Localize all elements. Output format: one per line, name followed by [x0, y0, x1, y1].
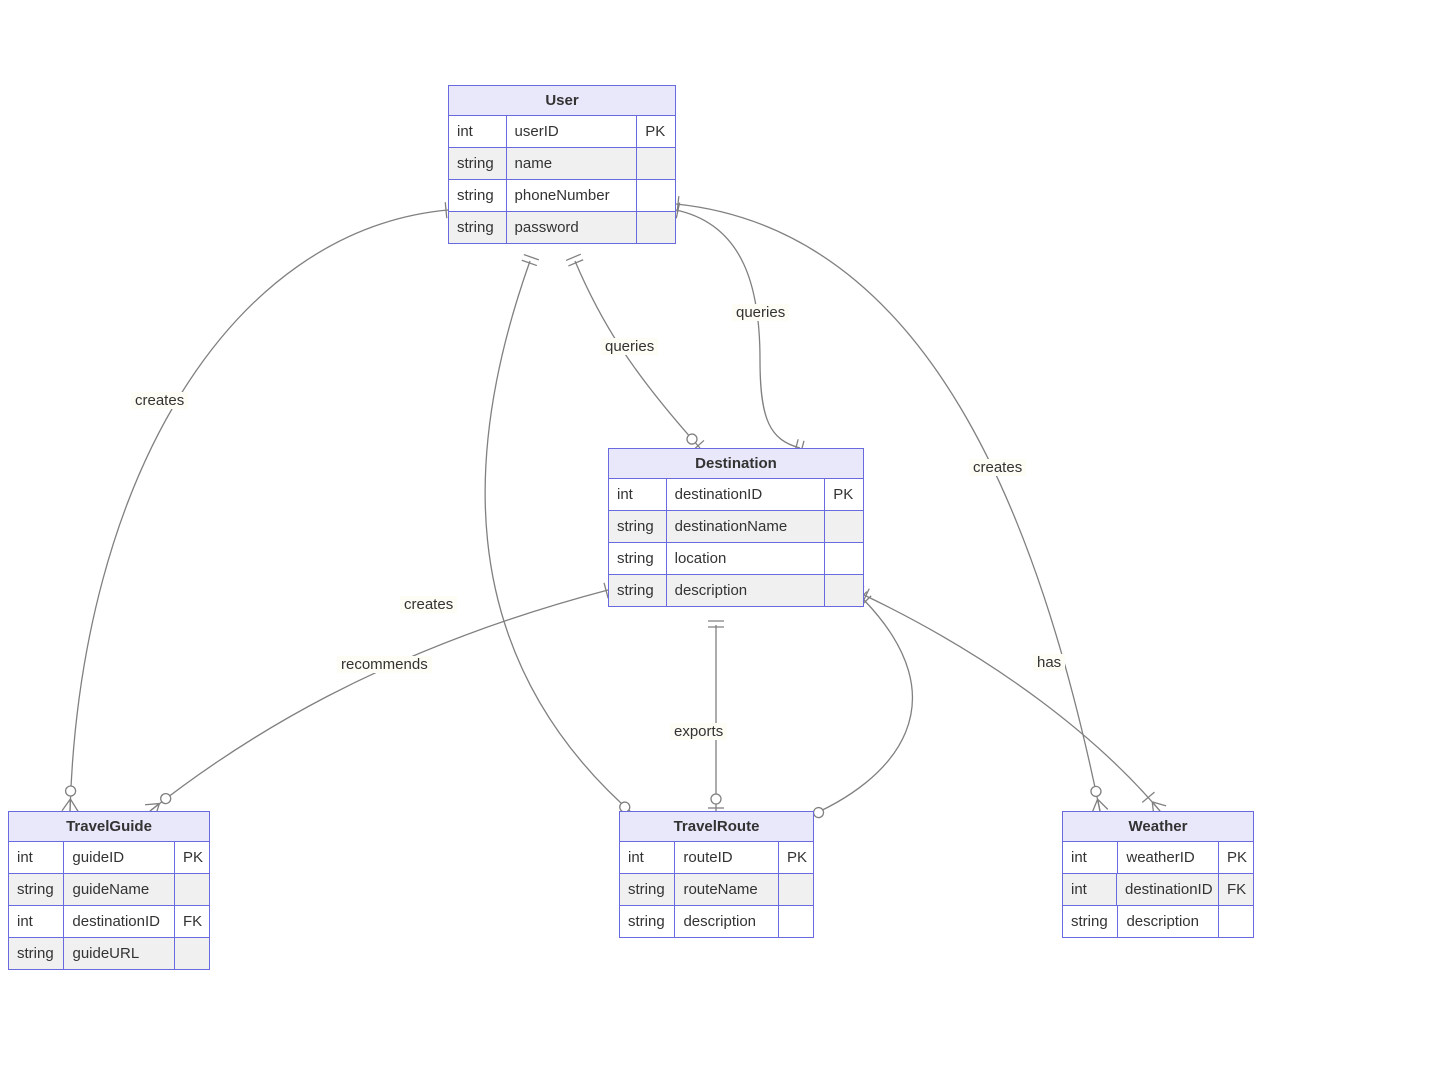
- attr-type: string: [620, 906, 675, 937]
- entity-title: User: [449, 86, 675, 116]
- rel-label-user-guide-creates: creates: [131, 392, 188, 409]
- edge-user-travelguide-creates: [70, 210, 448, 811]
- attr-type: string: [1063, 906, 1118, 937]
- attr-type: string: [609, 575, 667, 606]
- attr-key: [637, 148, 675, 179]
- attr-type: int: [620, 842, 675, 873]
- entity-title: TravelGuide: [9, 812, 209, 842]
- attr-name: description: [667, 575, 826, 606]
- entity-attribute-row: stringname: [449, 148, 675, 180]
- entity-attribute-row: stringlocation: [609, 543, 863, 575]
- attr-key: [637, 212, 675, 243]
- attr-name: routeID: [675, 842, 779, 873]
- attr-type: int: [9, 906, 64, 937]
- rel-label-user-weather-creates: creates: [969, 459, 1026, 476]
- entity-title: Destination: [609, 449, 863, 479]
- entity-attribute-row: stringphoneNumber: [449, 180, 675, 212]
- attr-name: guideURL: [64, 938, 175, 969]
- rel-label-user-dest-queries: queries: [601, 338, 658, 355]
- attr-name: guideID: [64, 842, 175, 873]
- attr-type: int: [609, 479, 667, 510]
- rel-label-user-route-creates: creates: [400, 596, 457, 613]
- attr-key: [825, 543, 863, 574]
- rel-label-dest-route-exports: exports: [670, 723, 727, 740]
- entity-user: UserintuserIDPKstringnamestringphoneNumb…: [448, 85, 676, 244]
- attr-name: password: [507, 212, 638, 243]
- entity-attribute-row: intguideIDPK: [9, 842, 209, 874]
- entity-attribute-row: intdestinationIDPK: [609, 479, 863, 511]
- attr-name: phoneNumber: [507, 180, 638, 211]
- attr-key: [175, 938, 209, 969]
- attr-type: string: [9, 938, 64, 969]
- attr-key: PK: [175, 842, 209, 873]
- edge-user-weather-queries: [676, 210, 800, 448]
- entity-attribute-row: stringguideName: [9, 874, 209, 906]
- attr-name: destinationID: [64, 906, 175, 937]
- attr-key: [825, 575, 863, 606]
- attr-key: [175, 874, 209, 905]
- rel-label-user-weather-queries: queries: [732, 304, 789, 321]
- attr-name: destinationID: [1117, 874, 1219, 905]
- attr-type: string: [609, 511, 667, 542]
- attr-name: description: [675, 906, 779, 937]
- rel-label-dest-weather-has: has: [1033, 654, 1065, 671]
- attr-key: PK: [1219, 842, 1253, 873]
- entity-attribute-row: stringdescription: [609, 575, 863, 606]
- entity-attribute-row: stringdestinationName: [609, 511, 863, 543]
- attr-name: weatherID: [1118, 842, 1219, 873]
- attr-type: string: [449, 180, 507, 211]
- attr-key: PK: [825, 479, 863, 510]
- attr-key: [637, 180, 675, 211]
- entity-attribute-row: intuserIDPK: [449, 116, 675, 148]
- attr-type: string: [449, 148, 507, 179]
- rel-label-dest-guide-recommends: recommends: [337, 656, 432, 673]
- attr-name: userID: [507, 116, 638, 147]
- entity-title: TravelRoute: [620, 812, 813, 842]
- attr-name: location: [667, 543, 826, 574]
- attr-key: FK: [1219, 874, 1253, 905]
- entity-attribute-row: intdestinationIDFK: [9, 906, 209, 938]
- attr-name: description: [1118, 906, 1219, 937]
- attr-key: PK: [637, 116, 675, 147]
- attr-key: [779, 874, 813, 905]
- attr-key: FK: [175, 906, 209, 937]
- attr-type: string: [620, 874, 675, 905]
- attr-type: int: [449, 116, 507, 147]
- attr-type: int: [9, 842, 64, 873]
- attr-name: destinationName: [667, 511, 826, 542]
- attr-type: string: [9, 874, 64, 905]
- attr-type: int: [1063, 842, 1118, 873]
- edge-destination-weather-has: [864, 595, 1160, 811]
- entity-attribute-row: introuteIDPK: [620, 842, 813, 874]
- entity-attribute-row: stringguideURL: [9, 938, 209, 969]
- attr-type: int: [1063, 874, 1117, 905]
- entity-attribute-row: intdestinationIDFK: [1063, 874, 1253, 906]
- attr-key: [1219, 906, 1253, 937]
- attr-type: string: [449, 212, 507, 243]
- entity-attribute-row: stringdescription: [1063, 906, 1253, 937]
- attr-name: guideName: [64, 874, 175, 905]
- entity-travelroute: TravelRouteintrouteIDPKstringrouteNamest…: [619, 811, 814, 938]
- attr-name: name: [507, 148, 638, 179]
- edge-destination-travelroute-right: [800, 600, 912, 820]
- entity-title: Weather: [1063, 812, 1253, 842]
- entity-attribute-row: stringdescription: [620, 906, 813, 937]
- entity-weather: WeatherintweatherIDPKintdestinationIDFKs…: [1062, 811, 1254, 938]
- attr-key: PK: [779, 842, 813, 873]
- edge-destination-travelguide-recommends: [150, 590, 608, 811]
- entity-travelguide: TravelGuideintguideIDPKstringguideNamein…: [8, 811, 210, 970]
- entity-attribute-row: intweatherIDPK: [1063, 842, 1253, 874]
- attr-name: destinationID: [667, 479, 826, 510]
- entity-destination: DestinationintdestinationIDPKstringdesti…: [608, 448, 864, 607]
- attr-key: [779, 906, 813, 937]
- entity-attribute-row: stringpassword: [449, 212, 675, 243]
- attr-key: [825, 511, 863, 542]
- attr-name: routeName: [675, 874, 779, 905]
- attr-type: string: [609, 543, 667, 574]
- entity-attribute-row: stringrouteName: [620, 874, 813, 906]
